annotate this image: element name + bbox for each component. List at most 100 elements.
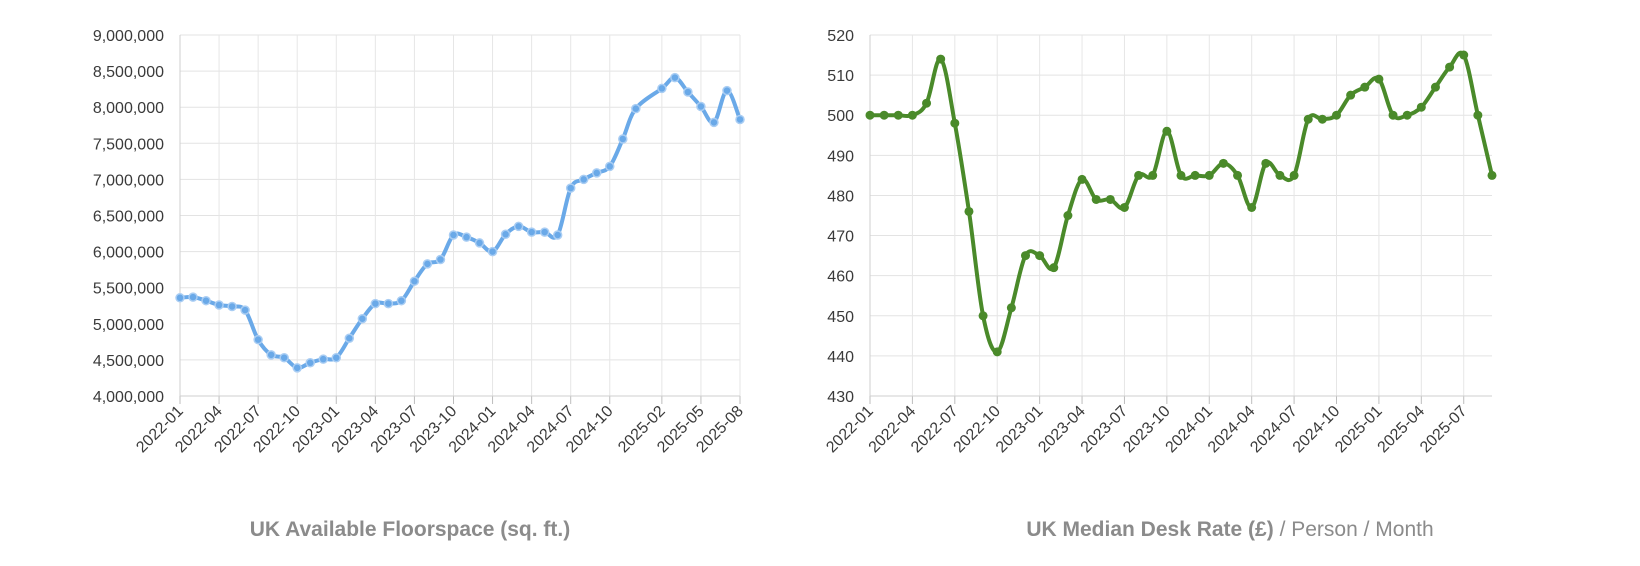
y-tick-label: 6,000,000: [93, 245, 164, 262]
data-point[interactable]: [318, 354, 329, 364]
data-point[interactable]: [1176, 170, 1186, 180]
data-point[interactable]: [631, 103, 641, 114]
data-point[interactable]: [539, 227, 550, 237]
data-point[interactable]: [1204, 170, 1214, 180]
y-tick-label: 7,000,000: [93, 172, 164, 189]
data-point[interactable]: [907, 110, 917, 120]
data-point[interactable]: [1416, 102, 1426, 112]
data-point[interactable]: [396, 295, 407, 306]
data-point[interactable]: [526, 227, 537, 237]
data-point[interactable]: [1402, 110, 1412, 120]
data-point[interactable]: [1134, 170, 1144, 180]
data-point[interactable]: [950, 118, 960, 128]
data-point[interactable]: [922, 98, 932, 108]
data-point[interactable]: [992, 347, 1002, 357]
data-point[interactable]: [618, 134, 628, 144]
data-point[interactable]: [383, 298, 394, 309]
data-point[interactable]: [1105, 194, 1115, 204]
data-point[interactable]: [201, 295, 211, 306]
data-point[interactable]: [292, 363, 302, 373]
data-point[interactable]: [709, 117, 719, 128]
data-point[interactable]: [578, 174, 589, 185]
data-point[interactable]: [735, 114, 745, 125]
data-point[interactable]: [1006, 303, 1016, 313]
data-point[interactable]: [893, 110, 903, 120]
data-point[interactable]: [552, 230, 563, 240]
data-point[interactable]: [1077, 174, 1087, 184]
data-point[interactable]: [683, 87, 693, 97]
data-point[interactable]: [279, 352, 289, 363]
data-point[interactable]: [1247, 202, 1257, 212]
data-point[interactable]: [409, 276, 420, 286]
data-point[interactable]: [188, 292, 198, 302]
data-point[interactable]: [964, 206, 974, 216]
data-point[interactable]: [370, 298, 381, 309]
data-point[interactable]: [1091, 194, 1101, 204]
y-tick-label: 5,000,000: [93, 317, 164, 334]
data-point[interactable]: [865, 110, 875, 120]
desk-rate-chart-svg: 4304404504604704804905005105202022-01202…: [823, 28, 1497, 456]
data-point[interactable]: [227, 301, 237, 312]
y-tick-label: 8,000,000: [93, 100, 164, 117]
data-point[interactable]: [214, 300, 224, 310]
data-point[interactable]: [722, 85, 732, 96]
data-point[interactable]: [1487, 170, 1497, 180]
y-tick-label: 490: [827, 148, 854, 165]
data-point[interactable]: [657, 83, 667, 94]
data-point[interactable]: [1035, 251, 1045, 261]
data-point[interactable]: [240, 305, 250, 315]
data-point[interactable]: [500, 229, 511, 240]
data-point[interactable]: [513, 221, 524, 232]
data-point[interactable]: [1317, 114, 1327, 124]
data-point[interactable]: [1374, 74, 1384, 84]
data-point[interactable]: [1021, 251, 1030, 261]
data-point[interactable]: [175, 293, 185, 303]
data-point[interactable]: [1473, 110, 1483, 120]
data-point[interactable]: [266, 350, 276, 360]
data-point[interactable]: [696, 101, 706, 112]
data-point[interactable]: [591, 168, 602, 178]
data-point[interactable]: [879, 110, 889, 120]
data-point[interactable]: [331, 352, 342, 363]
data-point[interactable]: [1162, 126, 1172, 136]
y-tick-label: 4,000,000: [93, 389, 164, 406]
data-point[interactable]: [1190, 170, 1200, 180]
data-point[interactable]: [1459, 50, 1469, 60]
data-point[interactable]: [1289, 170, 1299, 180]
y-tick-label: 430: [827, 389, 854, 406]
data-point[interactable]: [1148, 170, 1158, 180]
data-point[interactable]: [605, 161, 615, 172]
data-point[interactable]: [435, 254, 446, 265]
data-point[interactable]: [1346, 90, 1356, 100]
data-point[interactable]: [1430, 82, 1440, 92]
data-point[interactable]: [565, 183, 576, 193]
data-point[interactable]: [1063, 211, 1073, 220]
data-point[interactable]: [357, 313, 368, 324]
data-point[interactable]: [253, 334, 263, 345]
data-point[interactable]: [487, 246, 498, 257]
data-point[interactable]: [1332, 110, 1341, 120]
data-point[interactable]: [1233, 170, 1243, 180]
y-tick-label: 450: [827, 309, 854, 326]
data-point[interactable]: [422, 259, 433, 269]
data-point[interactable]: [1360, 82, 1370, 92]
floorspace-chart: 4,000,000 4,500,000 5,000,000 5,500,000 6,00…: [93, 28, 747, 541]
data-point[interactable]: [978, 311, 988, 321]
data-point[interactable]: [1218, 158, 1228, 168]
data-point[interactable]: [474, 238, 485, 248]
data-point[interactable]: [448, 230, 459, 240]
data-point[interactable]: [670, 72, 680, 83]
data-point[interactable]: [1261, 158, 1271, 168]
data-point[interactable]: [936, 54, 946, 64]
data-point[interactable]: [1049, 263, 1059, 273]
data-point[interactable]: [461, 232, 472, 242]
data-point[interactable]: [1275, 170, 1285, 180]
data-point[interactable]: [1445, 62, 1455, 72]
desk-rate-title-rest: / Person / Month: [1273, 518, 1434, 541]
data-point[interactable]: [1303, 114, 1313, 124]
data-point[interactable]: [305, 358, 315, 368]
data-point[interactable]: [1388, 110, 1398, 120]
y-tick-label: 520: [827, 28, 854, 45]
data-point[interactable]: [1119, 202, 1129, 212]
data-point[interactable]: [344, 333, 355, 343]
